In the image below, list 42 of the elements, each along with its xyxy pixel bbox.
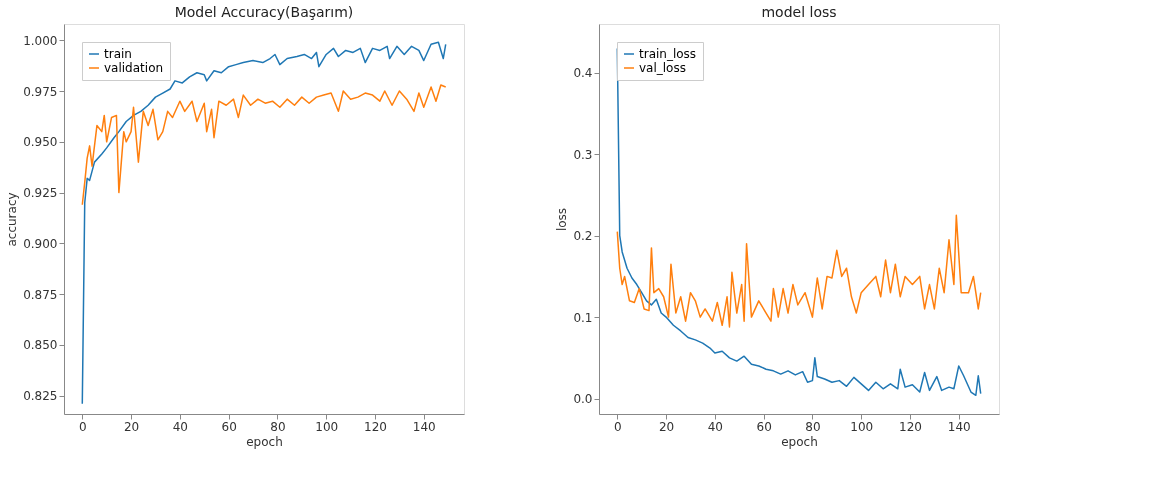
x-tick-label: 60 (221, 419, 237, 434)
legend-label: train (104, 47, 132, 61)
y-tick-label: 0.950 (23, 135, 58, 150)
y-tick-label: 0.2 (573, 229, 593, 244)
x-tick-label: 40 (707, 419, 723, 434)
y-tick-label: 1.000 (23, 33, 58, 48)
x-tick-label: 80 (805, 419, 821, 434)
x-tick-label: 140 (412, 419, 436, 434)
legend-label: validation (104, 61, 164, 75)
x-tick-label: 100 (315, 419, 339, 434)
line-series (81, 41, 447, 405)
y-tick-label: 0.4 (573, 66, 593, 81)
y-tick-label: 0.0 (573, 392, 593, 407)
y-tick-label: 0.925 (23, 186, 58, 201)
legend-label: val_loss (639, 61, 686, 75)
x-axis-title: epoch (781, 434, 818, 449)
y-tick-label: 0.3 (573, 147, 593, 162)
y-tick-label: 0.975 (23, 84, 58, 99)
line-series (81, 84, 447, 206)
x-tick-label: 40 (172, 419, 188, 434)
y-tick-label: 0.850 (23, 338, 58, 353)
x-tick-label: 120 (364, 419, 387, 434)
x-tick-label: 60 (756, 419, 772, 434)
chart-title: Model Accuracy(Başarım) (174, 4, 354, 20)
y-axis-title: accuracy (5, 192, 20, 247)
x-tick-label: 20 (658, 419, 675, 434)
x-tick-label: 140 (947, 419, 971, 434)
y-axis-title: loss (555, 207, 570, 232)
y-tick-label: 0.825 (23, 389, 58, 404)
x-tick-label: 120 (899, 419, 922, 434)
x-tick-label: 100 (850, 419, 874, 434)
x-tick-label: 80 (270, 419, 286, 434)
y-tick-label: 0.1 (573, 310, 593, 325)
x-tick-label: 0 (613, 419, 622, 434)
x-tick-label: 20 (123, 419, 140, 434)
x-axis-title: epoch (246, 434, 283, 449)
line-series (616, 214, 982, 328)
y-tick-label: 0.875 (23, 287, 58, 302)
x-tick-label: 0 (78, 419, 87, 434)
legend-label: train_loss (639, 47, 697, 61)
y-tick-label: 0.900 (23, 236, 58, 251)
chart-title: model loss (761, 4, 837, 20)
